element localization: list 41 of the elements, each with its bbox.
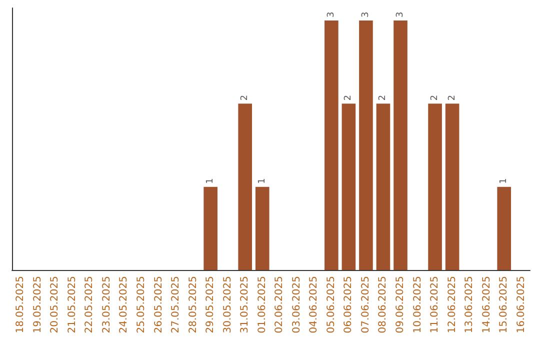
data-label: 2 — [447, 94, 458, 101]
x-tick-label: 11.06.2025 — [430, 276, 441, 334]
x-tick-label: 14.06.2025 — [481, 276, 492, 334]
data-label: 2 — [344, 94, 354, 101]
data-label: 2 — [378, 94, 388, 101]
x-tick-label: 15.06.2025 — [498, 276, 510, 334]
x-tick-label: 25.05.2025 — [136, 276, 147, 334]
data-label: 3 — [326, 12, 336, 18]
x-tick-label: 28.05.2025 — [188, 276, 199, 334]
x-tick-label: 22.05.2025 — [84, 276, 96, 334]
x-tick-label: 04.06.2025 — [308, 276, 320, 334]
x-tick-label: 30.05.2025 — [222, 276, 234, 334]
x-tick-label: 29.05.2025 — [205, 276, 216, 334]
x-tick-label: 24.05.2025 — [118, 276, 130, 334]
x-tick-label: 01.06.2025 — [256, 276, 268, 334]
x-tick-label: 21.05.2025 — [66, 276, 78, 334]
x-tick-label: 07.06.2025 — [360, 276, 372, 334]
x-tick-label: 03.06.2025 — [291, 276, 302, 334]
x-tick-label: 27.05.2025 — [170, 276, 182, 334]
x-tick-label: 20.05.2025 — [50, 276, 61, 334]
data-label: 1 — [499, 178, 510, 184]
x-tick-label: 13.06.2025 — [464, 276, 476, 334]
data-label: 3 — [396, 12, 406, 18]
x-tick-label: 02.06.2025 — [274, 276, 286, 334]
x-tick-label: 23.05.2025 — [101, 276, 112, 334]
x-tick-label: 09.06.2025 — [395, 276, 406, 334]
x-tick-label: 10.06.2025 — [412, 276, 424, 334]
data-label: 2 — [240, 94, 250, 101]
data-label: 3 — [360, 12, 371, 18]
data-label: 2 — [430, 94, 440, 101]
x-tick-label: 08.06.2025 — [378, 276, 389, 334]
data-label: 1 — [257, 178, 268, 184]
x-tick-label: 31.05.2025 — [240, 276, 251, 334]
x-tick-label: 05.06.2025 — [326, 276, 337, 334]
x-tick-label: 18.05.2025 — [15, 276, 26, 334]
data-label: 1 — [206, 178, 216, 184]
x-tick-label: 26.05.2025 — [153, 276, 164, 334]
x-tick-label: 19.05.2025 — [32, 276, 44, 334]
x-tick-label: 12.06.2025 — [446, 276, 458, 334]
x-tick-label: 16.06.2025 — [516, 276, 527, 334]
x-tick-label: 06.06.2025 — [343, 276, 354, 334]
